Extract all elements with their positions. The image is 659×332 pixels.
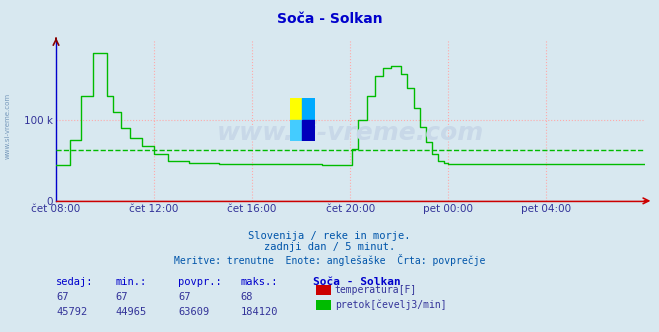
- Text: 67: 67: [56, 292, 69, 302]
- Text: temperatura[F]: temperatura[F]: [335, 285, 417, 295]
- Text: 44965: 44965: [115, 307, 146, 317]
- Text: pretok[čevelj3/min]: pretok[čevelj3/min]: [335, 300, 446, 310]
- Bar: [302, 120, 315, 141]
- Text: Slovenija / reke in morje.: Slovenija / reke in morje.: [248, 231, 411, 241]
- Bar: [290, 98, 302, 120]
- Bar: [302, 98, 315, 120]
- Bar: [290, 120, 302, 141]
- Text: www.si-vreme.com: www.si-vreme.com: [217, 121, 484, 145]
- Text: 67: 67: [115, 292, 128, 302]
- Text: 67: 67: [178, 292, 190, 302]
- Text: 45792: 45792: [56, 307, 87, 317]
- Text: Soča - Solkan: Soča - Solkan: [277, 12, 382, 26]
- Text: 184120: 184120: [241, 307, 278, 317]
- Text: Soča - Solkan: Soča - Solkan: [313, 277, 401, 287]
- Text: sedaj:: sedaj:: [56, 277, 94, 287]
- Text: 63609: 63609: [178, 307, 209, 317]
- Text: 68: 68: [241, 292, 253, 302]
- Text: min.:: min.:: [115, 277, 146, 287]
- Text: www.si-vreme.com: www.si-vreme.com: [5, 93, 11, 159]
- Text: maks.:: maks.:: [241, 277, 278, 287]
- Text: zadnji dan / 5 minut.: zadnji dan / 5 minut.: [264, 242, 395, 252]
- Text: Meritve: trenutne  Enote: anglešaške  Črta: povprečje: Meritve: trenutne Enote: anglešaške Črta…: [174, 254, 485, 266]
- Text: povpr.:: povpr.:: [178, 277, 221, 287]
